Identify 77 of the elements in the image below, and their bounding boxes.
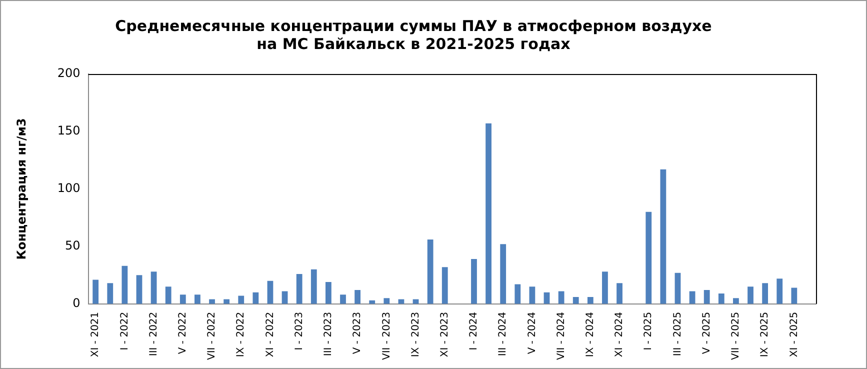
x-tick-label: V - 2025 — [701, 312, 712, 354]
bar — [92, 280, 99, 304]
bar — [748, 286, 754, 304]
bar — [718, 294, 724, 304]
x-tick-label: XI - 2025 — [788, 312, 800, 358]
x-tick-label: III - 2025 — [672, 312, 684, 356]
y-tick-label: 50 — [65, 238, 80, 253]
bar — [558, 291, 564, 304]
y-tick-label: 100 — [57, 181, 80, 196]
bar — [150, 272, 157, 304]
bar — [689, 291, 696, 304]
bar — [762, 283, 768, 304]
bar — [412, 299, 419, 304]
bar — [296, 274, 302, 304]
x-tick-label: III - 2023 — [323, 312, 334, 356]
y-tick-label: 0 — [72, 296, 80, 310]
x-tick-label: VII - 2024 — [556, 312, 567, 360]
bar — [791, 288, 798, 304]
bar — [529, 286, 536, 304]
bar — [122, 266, 128, 304]
bar — [310, 269, 317, 304]
x-tick-label: IX - 2024 — [585, 312, 596, 358]
chart-title: Среднемесячные концентрации суммы ПАУ в атмосферном воздухе на МС Байкальск в 2021-2025 годах — [115, 16, 712, 53]
x-tick-label: IX - 2022 — [236, 312, 247, 358]
x-tick-label: IX - 2025 — [760, 312, 771, 358]
bar — [572, 296, 579, 304]
bar — [587, 296, 594, 304]
x-tick-label: I - 2022 — [119, 312, 130, 350]
bar — [180, 294, 186, 304]
x-tick-label: XI - 2021 — [90, 312, 102, 358]
bar — [384, 298, 390, 304]
x-tick-label: XI - 2024 — [614, 312, 626, 358]
bar — [165, 286, 172, 304]
bar — [398, 299, 404, 304]
x-tick-label: VII - 2023 — [381, 312, 392, 360]
bar — [602, 272, 608, 304]
bar — [471, 259, 477, 304]
bar — [282, 291, 288, 304]
bar — [500, 244, 506, 304]
x-tick-label: XI - 2023 — [439, 312, 450, 358]
bar — [209, 299, 215, 304]
bar — [325, 282, 332, 304]
bar — [238, 296, 244, 304]
x-tick-label: III - 2022 — [148, 312, 160, 356]
x-tick-label: I - 2023 — [294, 312, 305, 350]
bar — [646, 212, 652, 304]
bar — [224, 299, 230, 304]
bar — [733, 298, 739, 304]
y-tick-label: 200 — [57, 66, 80, 80]
bar — [486, 123, 492, 304]
bar — [704, 290, 710, 304]
bar — [776, 278, 783, 304]
y-axis-title: Концентрация нг/м3 — [14, 118, 28, 260]
bar — [514, 284, 521, 304]
bar — [267, 280, 274, 304]
bar — [354, 290, 360, 304]
bar — [194, 294, 200, 304]
x-tick-label: V - 2023 — [352, 312, 364, 354]
bar — [340, 294, 346, 304]
bar — [616, 283, 622, 304]
x-tick-label: VII - 2025 — [730, 312, 742, 360]
x-tick-label: III - 2024 — [498, 312, 509, 356]
x-tick-label: V - 2022 — [178, 312, 188, 354]
bar — [107, 283, 114, 304]
x-tick-label: VII - 2022 — [206, 312, 218, 360]
bar — [442, 267, 448, 304]
x-tick-label: XI - 2022 — [264, 312, 276, 358]
bar — [674, 272, 681, 304]
x-tick-label: V - 2024 — [526, 312, 538, 354]
y-tick-label: 150 — [57, 124, 80, 138]
x-tick-label: I - 2024 — [468, 312, 480, 350]
x-tick-label: IX - 2023 — [410, 312, 422, 358]
x-tick-label: I - 2025 — [643, 312, 654, 350]
bar — [427, 239, 434, 304]
bar — [252, 292, 259, 304]
bar — [660, 169, 666, 304]
bar — [136, 275, 142, 304]
